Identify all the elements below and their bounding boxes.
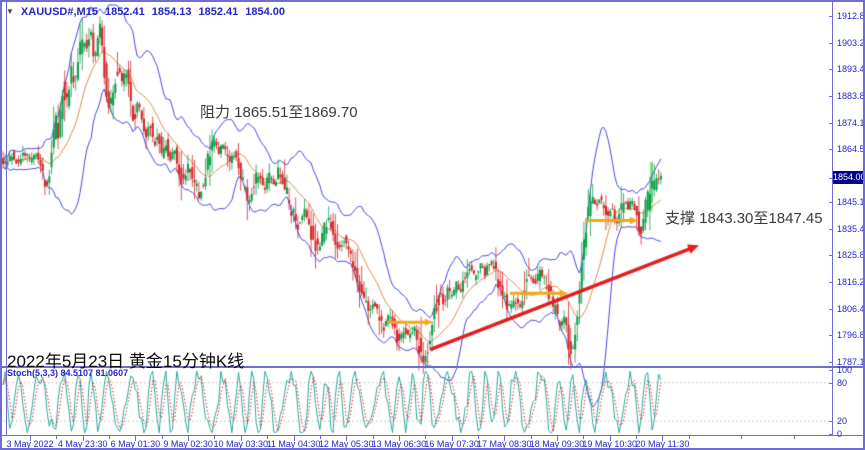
price-tick-mark [829, 202, 833, 204]
price-tick-label: 1796.85 [837, 329, 865, 340]
price-tick-mark [829, 361, 833, 363]
price-tick-label: 1835.40 [837, 223, 865, 234]
time-minor-tick-mark [214, 436, 216, 439]
stoch-tick-mark [829, 434, 833, 435]
price-tick-label: 1874.10 [837, 117, 865, 128]
price-tick-mark [829, 334, 833, 336]
time-minor-tick-mark [794, 436, 796, 439]
time-tick-mark [398, 436, 400, 441]
time-minor-tick-mark [477, 436, 479, 439]
price-tick-label: 1903.20 [837, 37, 865, 48]
price-tick-label: 1883.85 [837, 90, 865, 101]
left-inner-border [6, 2, 7, 436]
chart-caption: 2022年5月23日 黄金15分钟K线 [7, 352, 245, 371]
current-price-tag: 1854.00 [833, 171, 865, 185]
time-tick-mark [293, 436, 295, 441]
time-tick-mark [82, 436, 84, 441]
price-tick-mark [829, 228, 833, 230]
time-tick-label: 11 May 04:30 [266, 439, 321, 449]
time-minor-tick-mark [267, 436, 269, 439]
ohlc-open: 1852.41 [104, 5, 145, 18]
ohlc-low: 1852.41 [198, 5, 239, 18]
time-tick-mark [451, 436, 453, 441]
stoch-scale-label: 80 [837, 377, 848, 388]
time-tick-mark [30, 436, 31, 441]
stoch-scale-label: 100 [837, 365, 853, 375]
time-tick-mark [662, 436, 664, 441]
time-tick-mark [188, 436, 190, 441]
time-tick-label: 16 May 07:30 [424, 439, 479, 449]
price-tick-label: 1816.20 [837, 276, 865, 287]
ohlc-close: 1854.00 [245, 5, 286, 18]
time-axis-separator [2, 435, 863, 436]
symbol-label: XAUUSD#,M15 [20, 5, 98, 18]
time-minor-tick-mark [161, 436, 163, 439]
time-minor-tick-mark [319, 436, 321, 439]
stoch-scale-label: 20 [837, 416, 848, 427]
stoch-scale-label: 0 [837, 429, 843, 439]
price-tick-label: 1912.80 [837, 11, 865, 22]
stoch-tick-mark [829, 370, 833, 371]
time-minor-tick-mark [530, 436, 532, 439]
price-tick-mark [829, 281, 833, 283]
price-tick-label: 1864.50 [837, 143, 865, 154]
time-tick-mark [609, 436, 611, 441]
price-tick-label: 1806.45 [837, 303, 865, 314]
time-minor-tick-mark [688, 436, 690, 439]
time-tick-label: 10 May 03:30 [213, 439, 269, 449]
time-tick-label: 20 May 11:30 [635, 439, 690, 449]
time-tick-label: 4 May 23:30 [57, 439, 108, 449]
price-tick-mark [829, 42, 833, 44]
price-tick-mark [829, 69, 833, 71]
chart-title-bar: ▼ XAUUSD#,M15 1852.41 1854.13 1852.41 18… [6, 5, 285, 18]
time-tick-label: 19 May 10:30 [582, 439, 637, 449]
time-tick-label: 17 May 08:30 [477, 439, 532, 449]
indicator-panel-separator[interactable] [2, 366, 863, 368]
time-tick-label: 9 May 02:30 [163, 439, 213, 449]
time-tick-label: 6 May 01:30 [110, 439, 161, 449]
price-tick-mark [829, 95, 833, 97]
time-minor-tick-mark [425, 436, 427, 439]
time-tick-mark [557, 436, 558, 441]
price-tick-label: 1893.45 [837, 64, 865, 75]
time-minor-tick-mark [56, 436, 58, 439]
price-tick-label: 1845.15 [837, 197, 865, 208]
time-minor-tick-mark [636, 436, 638, 439]
stoch-tick-mark [829, 382, 833, 384]
stoch-tick-mark [829, 421, 833, 423]
price-tick-mark [829, 308, 833, 310]
time-tick-label: 18 May 09:30 [529, 439, 585, 449]
price-tick-mark [829, 122, 833, 124]
price-tick-mark [829, 255, 833, 257]
support-annotation: 支撑 1843.30至1847.45 [665, 210, 823, 227]
time-tick-mark [135, 436, 137, 441]
ohlc-toggle-icon[interactable]: ▼ [6, 7, 14, 16]
time-tick-mark [504, 436, 506, 441]
time-tick-mark [346, 436, 348, 441]
resistance-annotation: 阻力 1865.51至1869.70 [200, 104, 358, 121]
time-tick-mark [240, 436, 242, 441]
price-tick-label: 1787.10 [837, 356, 865, 367]
price-tick-mark [829, 177, 833, 179]
price-tick-label: 1825.80 [837, 250, 865, 261]
time-minor-tick-mark [741, 436, 743, 439]
ohlc-high: 1854.13 [151, 5, 192, 18]
price-tick-mark [829, 148, 833, 150]
time-tick-label: 3 May 2022 [6, 439, 54, 449]
price-tick-mark [829, 16, 833, 18]
time-minor-tick-mark [109, 436, 111, 439]
time-minor-tick-mark [583, 436, 585, 439]
price-axis-separator [832, 2, 833, 436]
time-tick-label: 13 May 06:30 [371, 439, 427, 449]
time-minor-tick-mark [372, 436, 374, 439]
time-tick-label: 12 May 05:30 [318, 439, 374, 449]
stochastic-indicator-label: Stoch(5,3,3) 84.5107 81.0607 [7, 368, 129, 378]
